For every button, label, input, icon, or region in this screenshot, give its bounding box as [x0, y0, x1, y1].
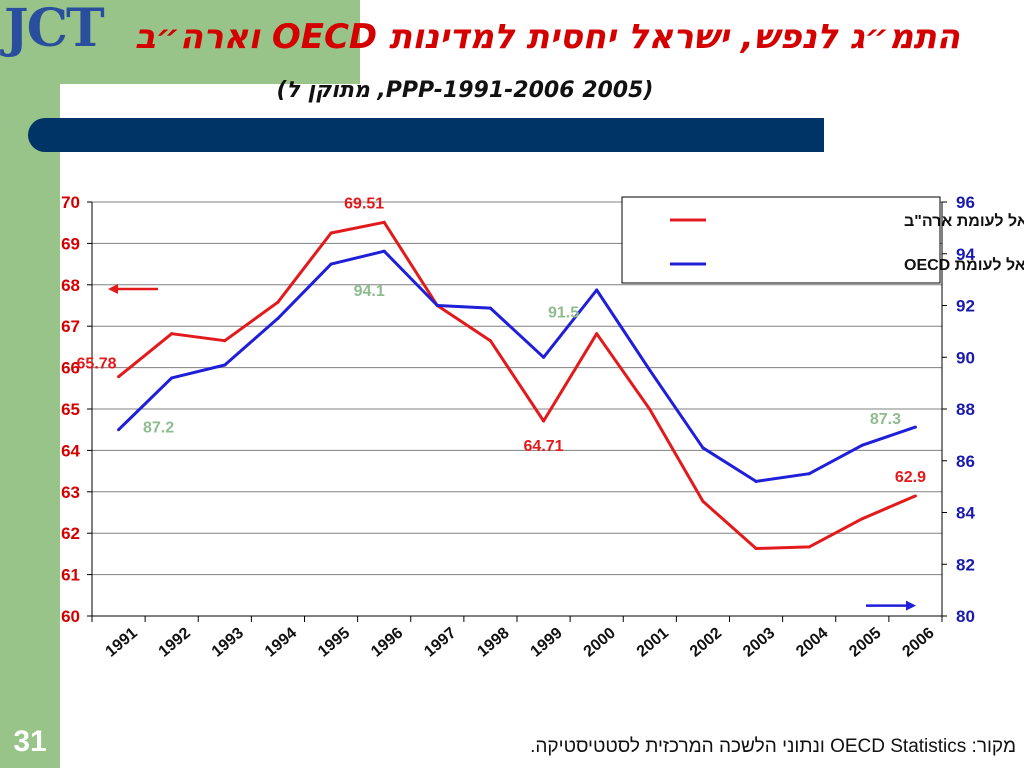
y-tick-label-right: 92 [956, 297, 975, 316]
series-point-0 [807, 545, 811, 549]
series-point-0 [648, 407, 652, 411]
y-tick-label-right: 80 [956, 607, 975, 626]
series-point-1 [913, 425, 917, 429]
y-tick-label-left: 63 [61, 483, 80, 502]
series-point-0 [223, 339, 227, 343]
series-point-1 [223, 363, 227, 367]
series-point-0 [276, 300, 280, 304]
y-tick-label-right: 90 [956, 348, 975, 367]
series-point-1 [117, 428, 121, 432]
series-point-0 [542, 419, 546, 423]
y-tick-label-left: 69 [61, 234, 80, 253]
x-tick-label: 2004 [793, 625, 831, 661]
series-point-1 [860, 443, 864, 447]
series-point-1 [488, 306, 492, 310]
y-tick-label-left: 62 [61, 524, 80, 543]
y-tick-label-left: 64 [61, 441, 80, 460]
x-tick-label: 2000 [581, 625, 619, 661]
x-tick-label: 1994 [262, 625, 300, 661]
data-label: 64.71 [524, 438, 564, 455]
x-tick-label: 1998 [474, 625, 512, 661]
header-bar [28, 118, 824, 152]
x-tick-label: 2005 [846, 625, 884, 661]
x-tick-label: 1996 [368, 625, 406, 661]
y-tick-label-left: 70 [61, 193, 80, 212]
series-point-1 [807, 472, 811, 476]
slide-number: 31 [13, 725, 47, 758]
left-axis-arrowhead [108, 283, 118, 294]
x-tick-label: 1993 [209, 625, 247, 661]
series-point-0 [595, 332, 599, 336]
slide-subtitle: (2005 PPP-1991-2006, מתוקן ל) [276, 78, 654, 103]
x-tick-label: 1999 [528, 625, 566, 661]
series-point-1 [648, 368, 652, 372]
x-tick-label: 1991 [103, 625, 141, 661]
y-tick-label-left: 60 [61, 607, 80, 626]
y-tick-label-right: 82 [956, 555, 975, 574]
series-point-1 [276, 316, 280, 320]
x-tick-label: 2002 [687, 625, 725, 661]
series-point-1 [170, 376, 174, 380]
series-point-0 [382, 220, 386, 224]
series-point-1 [754, 479, 758, 483]
series-point-0 [913, 494, 917, 498]
legend-box [621, 196, 941, 284]
data-label: 69.51 [344, 195, 384, 212]
x-tick-label: 2006 [899, 625, 937, 661]
series-point-1 [329, 262, 333, 266]
data-label: 94.1 [354, 283, 385, 300]
y-tick-label-left: 65 [61, 400, 80, 419]
data-label: 65.78 [77, 356, 117, 373]
series-point-1 [435, 304, 439, 307]
series-point-0 [329, 231, 333, 235]
y-tick-label-left: 66 [61, 359, 80, 378]
series-point-0 [170, 332, 174, 336]
x-tick-label: 1992 [156, 625, 194, 661]
top-band [0, 0, 360, 84]
data-label: 87.2 [143, 420, 174, 437]
y-tick-label-left: 67 [61, 317, 80, 336]
y-tick-label-left: 68 [61, 276, 80, 295]
source-note: מקור: OECD Statistics ונתוני הלשכה המרכז… [530, 736, 1016, 757]
x-tick-label: 2003 [740, 625, 778, 661]
x-tick-label: 1995 [315, 625, 353, 661]
y-tick-label-right: 86 [956, 452, 975, 471]
series-point-0 [701, 499, 705, 503]
x-tick-label: 2001 [634, 625, 672, 661]
series-point-0 [754, 547, 758, 551]
data-label: 87.3 [870, 411, 901, 428]
data-label: 62.9 [895, 469, 926, 486]
series-line-1 [117, 249, 916, 483]
y-tick-label-left: 61 [61, 566, 80, 585]
series-point-0 [860, 517, 864, 521]
slide-title: התמ״ג לנפש, ישראל יחסית למדינות OECD ואר… [134, 17, 960, 57]
jct-logo: JCT [4, 0, 105, 59]
x-tick-label: 1997 [421, 625, 459, 661]
series-point-0 [488, 339, 492, 343]
series-point-0 [117, 375, 121, 379]
y-tick-label-right: 88 [956, 400, 975, 419]
series-point-1 [701, 446, 705, 450]
legend-label: ישראל לעומת OECD [904, 256, 1024, 274]
y-tick-label-right: 94 [956, 245, 975, 264]
series-line-0 [117, 220, 916, 550]
series-point-1 [382, 249, 386, 253]
y-tick-label-right: 84 [956, 504, 975, 523]
data-label: 91.5 [548, 304, 579, 321]
series-point-1 [595, 288, 599, 292]
right-axis-arrowhead [906, 600, 916, 611]
legend-label: ישראל לעומת ארה"ב [904, 212, 1024, 230]
series-point-1 [542, 355, 546, 359]
y-tick-label-right: 96 [956, 193, 975, 212]
